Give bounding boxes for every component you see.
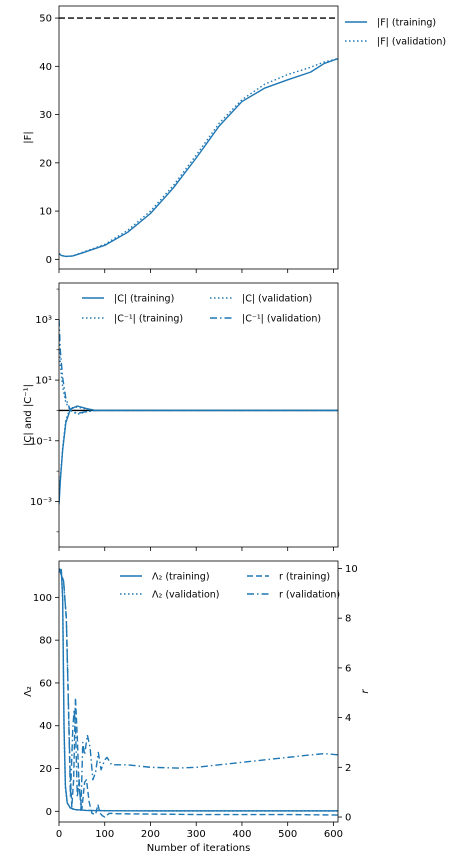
y-tick-label: 0 [46,255,52,266]
legend-label: |F| (training) [377,18,436,29]
y-right-tick-label: 6 [345,663,351,674]
y-axis-label: |C| and |C⁻¹| [23,384,34,446]
series-line-solid [59,57,338,258]
x-tick-label: 500 [278,829,297,840]
y-tick-label: 10¹ [35,376,52,387]
series-group [59,568,338,818]
y-right-tick-label: 0 [345,813,351,824]
series-line-dotted [59,406,338,502]
panel-2: 10⁻³ 10⁻¹ 10¹ 10³ |C| and |C⁻¹| |C| (training… [23,282,339,551]
y-tick-label: 40 [39,721,52,732]
legend-label: Λ₂ (validation) [152,590,220,601]
legend-label: r (training) [279,572,330,583]
x-tick-label: 100 [95,829,114,840]
y-tick-label: 10 [39,207,52,218]
legend-label: |C⁻¹| (validation) [242,314,321,325]
legend: Λ₂ (training) Λ₂ (validation) r (training)… [120,572,340,601]
y-tick-label: 10⁻¹ [30,436,52,447]
series-line-dotted [59,340,338,415]
series-group [59,57,338,258]
x-tick-label: 400 [232,829,251,840]
legend: |C| (training) |C⁻¹| (training) |C| (valid… [82,294,321,325]
y-tick-label: 30 [39,110,52,121]
panel-1: 0 10 20 30 40 50 |F| |F| (training) |F| (validat… [23,5,446,273]
y-tick-label: 20 [39,764,52,775]
series-line-dashed [59,568,338,818]
legend-label: |C⁻¹| (training) [114,314,183,325]
axes-frame [58,5,339,270]
series-line-dotted [59,57,338,258]
series-group [59,319,338,505]
x-tick-label: 600 [324,829,343,840]
x-axis-label: Number of iterations [147,843,251,854]
x-tick-label: 300 [187,829,206,840]
y-tick-label: 100 [33,593,52,604]
y-tick-label: 10³ [35,315,52,326]
y-tick-label: 40 [39,62,52,73]
x-tick-label: 0 [56,829,62,840]
series-line-dashdot [59,319,338,415]
y-tick-label: 10⁻³ [30,497,52,508]
x-tick-label: 200 [141,829,160,840]
y-right-tick-label: 2 [345,763,351,774]
y-right-tick-label: 4 [345,713,351,724]
axes-frame [58,282,339,548]
y-right-tick-label: 8 [345,614,351,625]
legend-label: r (validation) [279,590,340,601]
y-axis-label: Λ₂ [23,686,34,697]
y-tick-label: 20 [39,158,52,169]
series-line-dashdot [59,568,338,811]
axes-frame [58,560,339,823]
panel-3: 0 100 200 300 400 500 6000204060801000246810Λ₂… [23,560,371,854]
series-line-dotted [59,568,338,812]
y-axis-label-right: r [360,689,371,694]
legend: |F| (training) |F| (validation) [345,18,446,48]
legend-label: |F| (validation) [377,37,446,48]
y-tick-label: 60 [39,678,52,689]
y-tick-label: 50 [39,14,52,25]
legend-label: |C| (training) [114,294,174,305]
legend-label: Λ₂ (training) [152,572,210,583]
y-right-tick-label: 10 [345,564,358,575]
series-line-solid [59,405,338,505]
legend-label: |C| (validation) [242,294,312,305]
series-line-solid [59,568,338,812]
y-tick-label: 80 [39,636,52,647]
y-tick-label: 0 [46,807,52,818]
y-axis-label: |F| [23,131,34,144]
